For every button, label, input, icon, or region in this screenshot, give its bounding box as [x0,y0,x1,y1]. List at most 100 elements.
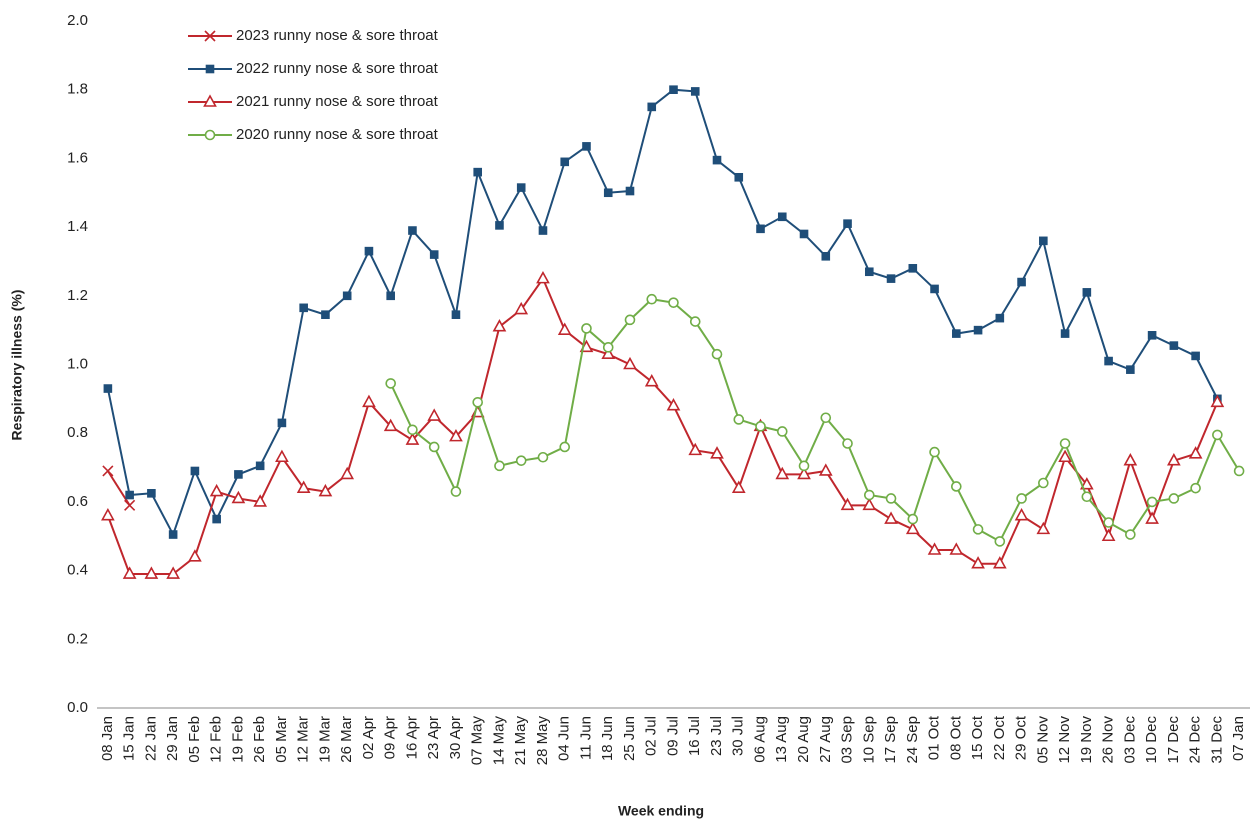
marker [1039,236,1048,246]
x-tick-label: 05 Feb [186,716,203,763]
marker [623,356,637,370]
legend-marker [205,64,215,74]
x-tick-label: 10 Sep [860,716,877,764]
marker [863,489,875,501]
marker [102,465,114,477]
marker [125,490,134,500]
marker [1101,528,1116,542]
x-tick-label: 05 Nov [1034,716,1051,764]
marker [929,446,940,458]
marker [690,87,700,96]
x-tick-label: 19 Nov [1078,716,1095,764]
legend-marker [203,94,217,107]
marker [862,497,877,511]
marker [408,226,417,235]
marker [603,188,613,198]
x-tick-label: 07 May [469,716,486,766]
x-tick-label: 12 Nov [1056,716,1073,764]
marker [777,212,787,222]
x-tick-label: 06 Aug [751,716,768,763]
marker [1123,453,1138,466]
marker [1082,288,1092,297]
marker [992,556,1007,569]
marker [537,451,549,463]
marker [864,267,874,277]
y-tick-label: 1.8 [67,81,88,98]
x-tick-label: 29 Oct [1013,715,1030,760]
marker [710,446,724,459]
marker [669,85,678,94]
marker [1103,517,1114,528]
x-tick-label: 08 Oct [947,715,964,760]
marker [275,449,289,463]
marker [646,293,658,305]
marker [689,316,701,327]
marker [385,378,396,389]
legend-marker [204,129,216,141]
x-tick-label: 30 Apr [447,716,464,759]
marker [1169,341,1179,350]
marker [1168,493,1180,504]
legend-marker [204,30,216,42]
marker [296,480,311,493]
x-tick-label: 22 Jan [142,716,159,761]
marker [884,511,898,524]
marker [340,466,355,480]
marker [973,325,983,335]
marker [342,291,352,301]
marker [166,566,180,579]
marker [1081,491,1093,503]
x-tick-label: 16 Jul [686,716,703,756]
marker [190,466,200,476]
marker [952,329,961,338]
marker [951,481,962,492]
marker [688,442,703,456]
marker [581,323,592,334]
marker [755,421,766,432]
marker [427,408,442,421]
marker [234,470,243,479]
marker [383,418,398,432]
legend-label: 2022 runny nose & sore throat [236,60,439,77]
marker [1146,496,1158,508]
marker [821,251,831,261]
marker [494,460,505,472]
marker [907,513,919,525]
marker [1104,356,1113,366]
marker [536,270,550,284]
marker [1014,507,1029,521]
y-tick-label: 2.0 [67,12,88,29]
marker [405,432,420,445]
marker [1212,429,1223,441]
marker [209,483,224,497]
marker [1188,446,1203,459]
x-tick-label: 26 Nov [1100,716,1117,764]
x-tick-label: 19 Mar [316,716,333,763]
marker [582,142,591,151]
marker [255,461,265,471]
marker [1210,394,1225,408]
marker [625,186,635,196]
marker [495,221,504,230]
marker [515,455,527,466]
marker [798,460,810,472]
y-tick-label: 1.2 [67,287,88,304]
x-tick-label: 26 Mar [338,716,355,763]
marker [451,310,461,319]
y-tick-label: 0.2 [67,630,88,647]
marker [514,301,529,315]
marker [386,291,395,301]
marker [318,483,333,497]
x-tick-label: 14 May [490,716,507,766]
x-tick-label: 23 Apr [425,716,442,759]
marker [711,348,723,360]
marker [103,384,113,393]
x-tick-label: 09 Apr [382,716,399,759]
marker [820,412,832,424]
marker [144,566,159,579]
marker [212,514,221,524]
x-tick-label: 17 Sep [882,716,899,764]
x-tick-label: 08 Jan [99,716,116,761]
marker [124,499,136,511]
x-tick-label: 07 Jan [1230,716,1247,761]
